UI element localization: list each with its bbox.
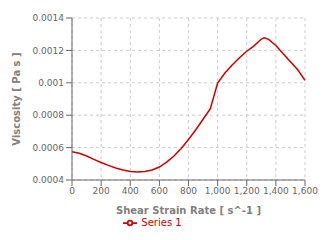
svg-text:0.0014: 0.0014 (33, 13, 65, 23)
svg-text:1,200: 1,200 (234, 186, 260, 196)
svg-text:600: 600 (151, 186, 168, 196)
svg-text:200: 200 (93, 186, 110, 196)
svg-text:1,600: 1,600 (292, 186, 318, 196)
svg-text:0.0004: 0.0004 (33, 175, 65, 185)
svg-text:1,000: 1,000 (205, 186, 231, 196)
svg-text:400: 400 (122, 186, 139, 196)
svg-text:Viscosity [ Pa s ]: Viscosity [ Pa s ] (11, 52, 22, 145)
svg-text:1,400: 1,400 (263, 186, 289, 196)
svg-text:800: 800 (180, 186, 197, 196)
svg-text:0.0008: 0.0008 (33, 110, 65, 120)
svg-text:0.0012: 0.0012 (33, 46, 65, 56)
svg-text:0.0006: 0.0006 (33, 143, 65, 153)
svg-text:Shear Strain Rate [ s^-1 ]: Shear Strain Rate [ s^-1 ] (116, 205, 261, 216)
svg-text:0: 0 (69, 186, 75, 196)
svg-text:0.001: 0.001 (38, 78, 64, 88)
html-text:Series 1: Series 1 (141, 217, 182, 228)
